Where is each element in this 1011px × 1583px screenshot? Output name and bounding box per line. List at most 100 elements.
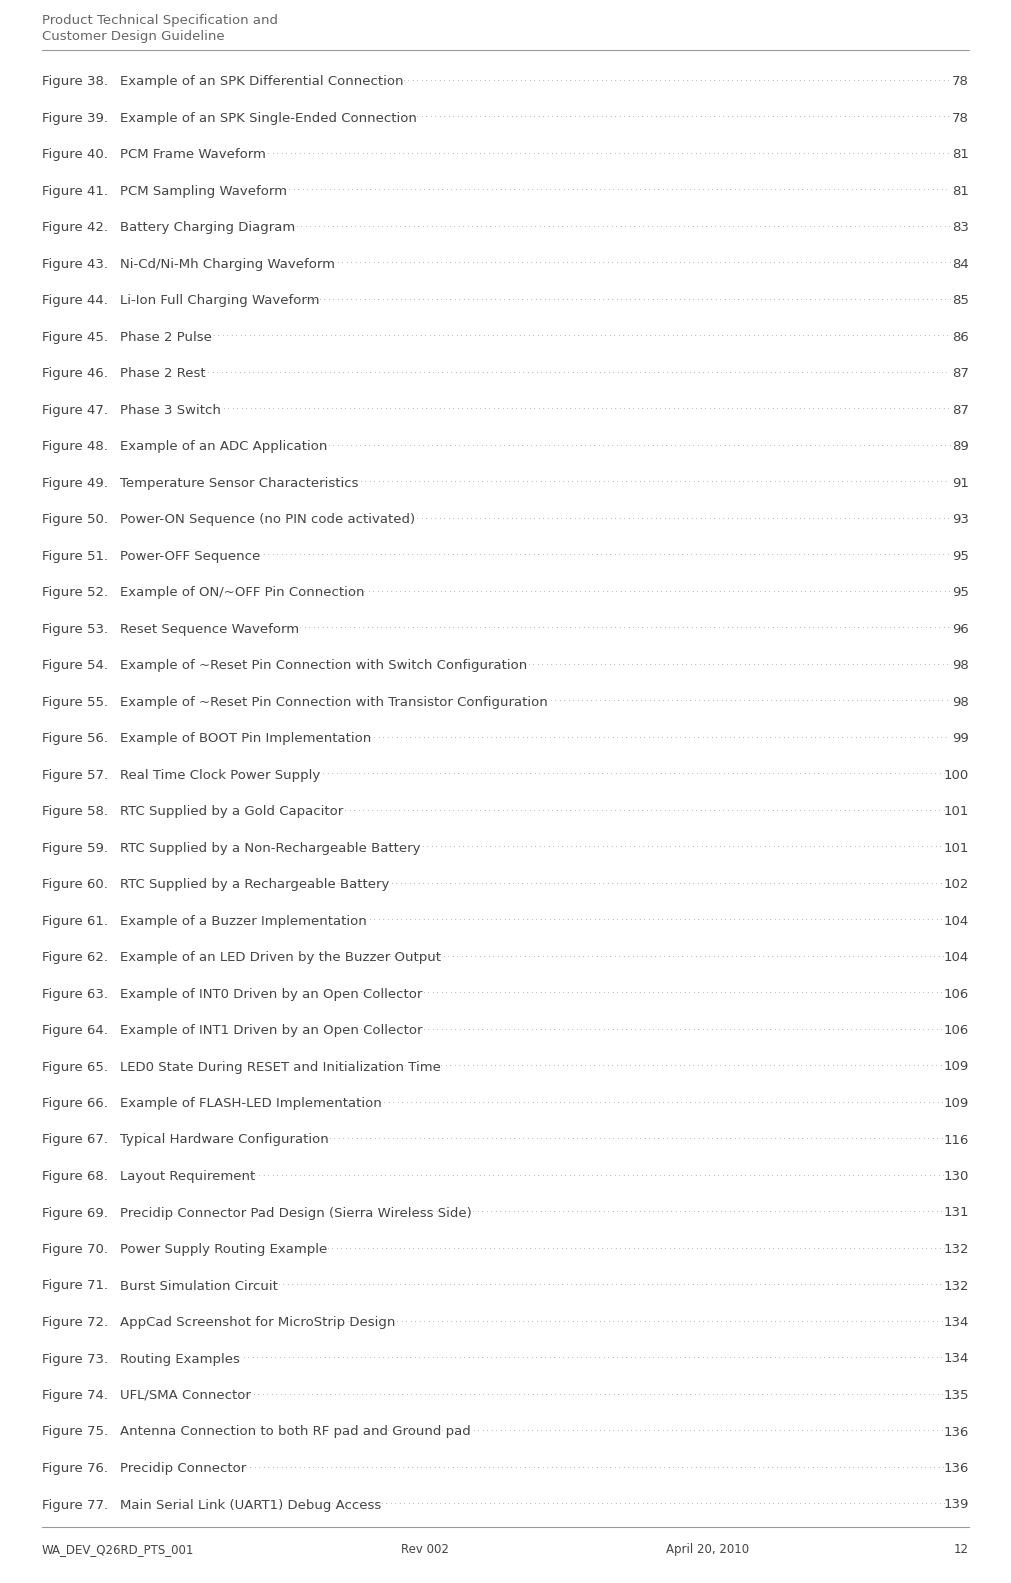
Text: 104: 104 [943,915,969,928]
Text: Phase 2 Rest: Phase 2 Rest [120,367,205,380]
Text: Figure 70.: Figure 70. [42,1243,108,1255]
Text: Figure 75.: Figure 75. [42,1426,108,1439]
Text: 12: 12 [954,1543,969,1556]
Text: Figure 59.: Figure 59. [42,842,108,855]
Text: 136: 136 [943,1426,969,1439]
Text: RTC Supplied by a Non-Rechargeable Battery: RTC Supplied by a Non-Rechargeable Batte… [120,842,421,855]
Text: Typical Hardware Configuration: Typical Hardware Configuration [120,1133,329,1146]
Text: Battery Charging Diagram: Battery Charging Diagram [120,222,295,234]
Text: Figure 47.: Figure 47. [42,404,108,416]
Text: 106: 106 [943,988,969,1000]
Text: 87: 87 [952,367,969,380]
Text: Figure 48.: Figure 48. [42,440,108,453]
Text: Example of INT1 Driven by an Open Collector: Example of INT1 Driven by an Open Collec… [120,1024,423,1037]
Text: Example of ~Reset Pin Connection with Transistor Configuration: Example of ~Reset Pin Connection with Tr… [120,695,548,709]
Text: 130: 130 [943,1170,969,1183]
Text: 84: 84 [952,258,969,271]
Text: Rev 002: Rev 002 [400,1543,449,1556]
Text: Figure 67.: Figure 67. [42,1133,108,1146]
Text: Figure 71.: Figure 71. [42,1279,108,1292]
Text: 98: 98 [952,659,969,673]
Text: Figure 38.: Figure 38. [42,74,108,89]
Text: 78: 78 [952,74,969,89]
Text: Figure 57.: Figure 57. [42,768,108,782]
Text: 100: 100 [943,768,969,782]
Text: Figure 52.: Figure 52. [42,586,108,598]
Text: 132: 132 [943,1243,969,1255]
Text: Figure 42.: Figure 42. [42,222,108,234]
Text: Temperature Sensor Characteristics: Temperature Sensor Characteristics [120,476,359,489]
Text: 86: 86 [952,331,969,344]
Text: 85: 85 [952,294,969,307]
Text: PCM Frame Waveform: PCM Frame Waveform [120,147,266,161]
Text: 83: 83 [952,222,969,234]
Text: 135: 135 [943,1388,969,1403]
Text: 91: 91 [952,476,969,489]
Text: Figure 76.: Figure 76. [42,1463,108,1475]
Text: Figure 39.: Figure 39. [42,111,108,125]
Text: Figure 44.: Figure 44. [42,294,108,307]
Text: Figure 56.: Figure 56. [42,731,108,746]
Text: Example of an SPK Single-Ended Connection: Example of an SPK Single-Ended Connectio… [120,111,417,125]
Text: Figure 66.: Figure 66. [42,1097,108,1110]
Text: Figure 73.: Figure 73. [42,1352,108,1366]
Text: Precidip Connector Pad Design (Sierra Wireless Side): Precidip Connector Pad Design (Sierra Wi… [120,1206,472,1219]
Text: Main Serial Link (UART1) Debug Access: Main Serial Link (UART1) Debug Access [120,1499,381,1512]
Text: Burst Simulation Circuit: Burst Simulation Circuit [120,1279,278,1292]
Text: Layout Requirement: Layout Requirement [120,1170,255,1183]
Text: Phase 2 Pulse: Phase 2 Pulse [120,331,212,344]
Text: Example of BOOT Pin Implementation: Example of BOOT Pin Implementation [120,731,371,746]
Text: Figure 77.: Figure 77. [42,1499,108,1512]
Text: Figure 53.: Figure 53. [42,622,108,635]
Text: 104: 104 [943,951,969,964]
Text: Figure 41.: Figure 41. [42,185,108,198]
Text: Example of FLASH-LED Implementation: Example of FLASH-LED Implementation [120,1097,382,1110]
Text: 109: 109 [943,1061,969,1073]
Text: 96: 96 [952,622,969,635]
Text: 78: 78 [952,111,969,125]
Text: Figure 61.: Figure 61. [42,915,108,928]
Text: Figure 51.: Figure 51. [42,549,108,562]
Text: 106: 106 [943,1024,969,1037]
Text: 93: 93 [952,513,969,526]
Text: Phase 3 Switch: Phase 3 Switch [120,404,220,416]
Text: Figure 62.: Figure 62. [42,951,108,964]
Text: Antenna Connection to both RF pad and Ground pad: Antenna Connection to both RF pad and Gr… [120,1426,471,1439]
Text: 81: 81 [952,185,969,198]
Text: Figure 54.: Figure 54. [42,659,108,673]
Text: Figure 69.: Figure 69. [42,1206,108,1219]
Text: Figure 74.: Figure 74. [42,1388,108,1403]
Text: Figure 49.: Figure 49. [42,476,108,489]
Text: Reset Sequence Waveform: Reset Sequence Waveform [120,622,299,635]
Text: Power-OFF Sequence: Power-OFF Sequence [120,549,260,562]
Text: Customer Design Guideline: Customer Design Guideline [42,30,224,43]
Text: 101: 101 [943,842,969,855]
Text: Figure 43.: Figure 43. [42,258,108,271]
Text: Example of an ADC Application: Example of an ADC Application [120,440,328,453]
Text: Example of a Buzzer Implementation: Example of a Buzzer Implementation [120,915,367,928]
Text: Figure 64.: Figure 64. [42,1024,108,1037]
Text: AppCad Screenshot for MicroStrip Design: AppCad Screenshot for MicroStrip Design [120,1315,395,1330]
Text: PCM Sampling Waveform: PCM Sampling Waveform [120,185,287,198]
Text: RTC Supplied by a Gold Capacitor: RTC Supplied by a Gold Capacitor [120,806,344,818]
Text: Example of INT0 Driven by an Open Collector: Example of INT0 Driven by an Open Collec… [120,988,423,1000]
Text: Example of an SPK Differential Connection: Example of an SPK Differential Connectio… [120,74,403,89]
Text: 87: 87 [952,404,969,416]
Text: 131: 131 [943,1206,969,1219]
Text: Real Time Clock Power Supply: Real Time Clock Power Supply [120,768,320,782]
Text: 95: 95 [952,549,969,562]
Text: 101: 101 [943,806,969,818]
Text: Precidip Connector: Precidip Connector [120,1463,247,1475]
Text: Example of ~Reset Pin Connection with Switch Configuration: Example of ~Reset Pin Connection with Sw… [120,659,528,673]
Text: 134: 134 [943,1352,969,1366]
Text: 116: 116 [943,1133,969,1146]
Text: Product Technical Specification and: Product Technical Specification and [42,14,278,27]
Text: Ni-Cd/Ni-Mh Charging Waveform: Ni-Cd/Ni-Mh Charging Waveform [120,258,335,271]
Text: Figure 60.: Figure 60. [42,879,108,891]
Text: 81: 81 [952,147,969,161]
Text: Figure 45.: Figure 45. [42,331,108,344]
Text: Figure 63.: Figure 63. [42,988,108,1000]
Text: Power-ON Sequence (no PIN code activated): Power-ON Sequence (no PIN code activated… [120,513,416,526]
Text: 95: 95 [952,586,969,598]
Text: 136: 136 [943,1463,969,1475]
